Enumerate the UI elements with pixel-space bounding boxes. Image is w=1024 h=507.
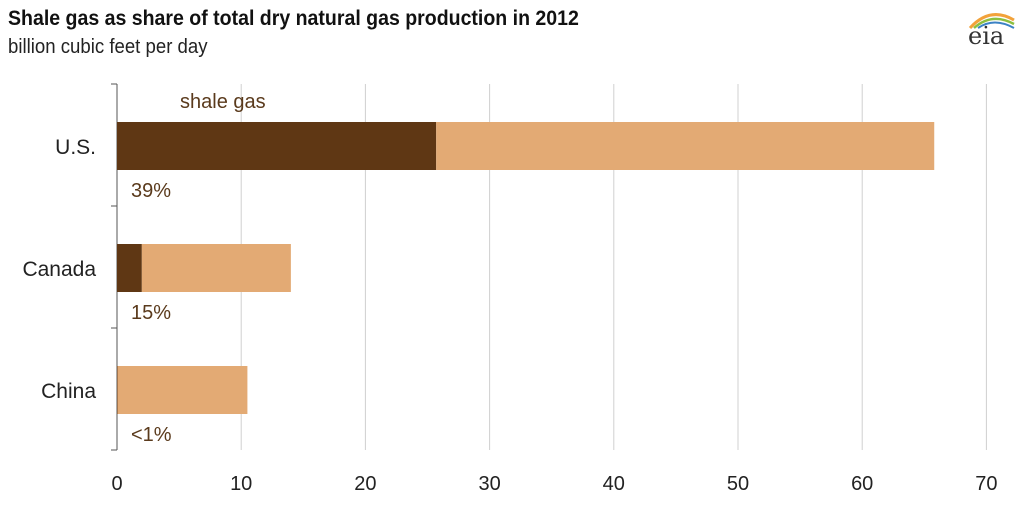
bar-shale-gas	[117, 244, 142, 292]
legend-shale-gas: shale gas	[180, 91, 266, 113]
eia-logo-arc-green	[973, 17, 1015, 29]
x-tick-label: 30	[478, 473, 500, 495]
x-tick-label: 0	[111, 473, 122, 495]
x-tick-label: 50	[727, 473, 749, 495]
bar-shale-gas	[117, 122, 437, 170]
bar-other-gas	[436, 122, 935, 170]
category-label: China	[41, 380, 96, 403]
eia-logo-text: eia	[968, 22, 1004, 48]
bar-other-gas	[141, 244, 291, 292]
category-label: Canada	[22, 258, 96, 281]
x-tick-label: 70	[975, 473, 997, 495]
x-tick-label: 10	[230, 473, 252, 495]
eia-logo-arc-blue	[977, 21, 1015, 29]
bar-shale-gas	[117, 366, 118, 414]
eia-logo: eia	[968, 13, 1015, 48]
x-tick-label: 20	[354, 473, 376, 495]
chart-title: Shale gas as share of total dry natural …	[8, 7, 579, 30]
share-label: 39%	[131, 180, 171, 202]
eia-logo-arc-orange	[968, 13, 1015, 30]
chart-subtitle: billion cubic feet per day	[8, 36, 208, 58]
share-label: <1%	[131, 424, 172, 446]
x-tick-label: 60	[851, 473, 873, 495]
category-label: U.S.	[55, 136, 96, 159]
bar-other-gas	[117, 366, 248, 414]
share-label: 15%	[131, 302, 171, 324]
x-tick-label: 40	[603, 473, 625, 495]
